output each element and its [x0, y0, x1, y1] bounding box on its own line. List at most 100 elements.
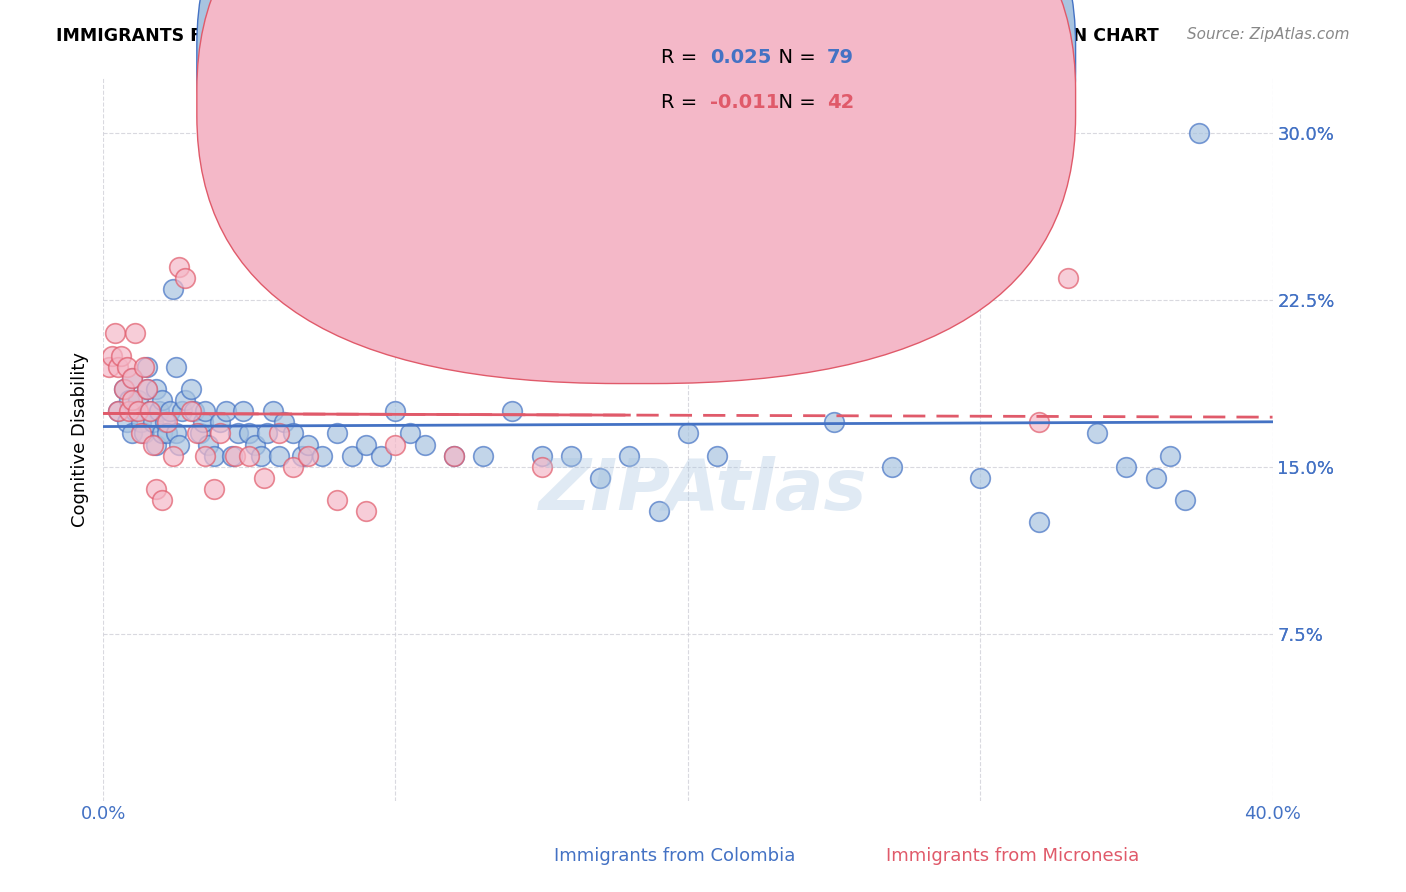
Point [139, 404, 162, 418]
Point [121, 371, 143, 385]
Point [243, 437, 266, 451]
Point [560, 449, 582, 463]
Point [209, 426, 232, 441]
Point [150, 493, 173, 508]
Point [194, 404, 217, 418]
Point [124, 404, 146, 418]
Text: 79: 79 [827, 48, 853, 68]
Point [340, 449, 363, 463]
Point [112, 382, 135, 396]
Text: N =: N = [766, 48, 823, 68]
Point [354, 504, 377, 518]
Point [224, 449, 246, 463]
Point [136, 382, 159, 396]
Point [326, 493, 349, 508]
Point [1144, 471, 1167, 485]
Point [186, 426, 208, 441]
Point [150, 393, 173, 408]
Point [197, 437, 219, 451]
Point [443, 449, 465, 463]
Point [370, 449, 392, 463]
Point [589, 471, 612, 485]
Point [162, 282, 184, 296]
Point [1028, 516, 1050, 530]
Point [1188, 126, 1211, 140]
Point [291, 449, 314, 463]
Point [170, 404, 193, 418]
Point [221, 449, 243, 463]
Text: 42: 42 [827, 93, 853, 112]
Point [107, 404, 129, 418]
Point [148, 404, 170, 418]
Point [165, 359, 187, 374]
Point [530, 449, 553, 463]
Point [253, 471, 276, 485]
Text: Immigrants from Colombia: Immigrants from Colombia [554, 847, 796, 865]
Point [110, 349, 132, 363]
Point [354, 437, 377, 451]
Point [823, 415, 845, 429]
Point [127, 404, 149, 418]
Text: R =: R = [661, 93, 703, 112]
Text: Source: ZipAtlas.com: Source: ZipAtlas.com [1187, 27, 1350, 42]
Point [156, 415, 179, 429]
Point [121, 426, 143, 441]
Point [1085, 426, 1108, 441]
Point [1028, 415, 1050, 429]
Point [232, 404, 254, 418]
Point [413, 437, 436, 451]
Point [107, 404, 129, 418]
Point [153, 415, 176, 429]
Point [124, 326, 146, 341]
Point [127, 393, 149, 408]
Point [150, 426, 173, 441]
Point [165, 426, 187, 441]
Text: ZIPAtlas: ZIPAtlas [538, 456, 868, 525]
Point [297, 449, 319, 463]
Point [706, 449, 728, 463]
Point [501, 404, 523, 418]
Text: -0.011: -0.011 [710, 93, 779, 112]
Point [121, 393, 143, 408]
Point [104, 326, 127, 341]
Y-axis label: Cognitive Disability: Cognitive Disability [72, 351, 89, 526]
Point [136, 382, 159, 396]
Point [98, 359, 121, 374]
Point [145, 437, 167, 451]
Point [129, 426, 152, 441]
Point [619, 449, 641, 463]
Point [101, 349, 124, 363]
Point [191, 415, 214, 429]
Point [384, 437, 406, 451]
Point [194, 449, 217, 463]
Point [132, 426, 155, 441]
Point [530, 459, 553, 474]
Point [472, 449, 495, 463]
Point [311, 449, 333, 463]
Point [139, 404, 162, 418]
Point [132, 359, 155, 374]
Point [115, 415, 138, 429]
Point [283, 426, 305, 441]
Point [1159, 449, 1181, 463]
Point [121, 371, 143, 385]
Point [142, 437, 165, 451]
Point [273, 415, 295, 429]
Point [226, 426, 249, 441]
Point [209, 415, 232, 429]
Point [145, 382, 167, 396]
Point [326, 426, 349, 441]
Point [676, 426, 699, 441]
Point [183, 404, 205, 418]
Point [202, 449, 225, 463]
Point [250, 449, 273, 463]
Point [256, 426, 278, 441]
Point [215, 404, 238, 418]
Point [162, 449, 184, 463]
Point [202, 482, 225, 496]
Point [188, 426, 211, 441]
Point [297, 437, 319, 451]
Point [180, 382, 202, 396]
Point [262, 404, 284, 418]
Point [115, 359, 138, 374]
